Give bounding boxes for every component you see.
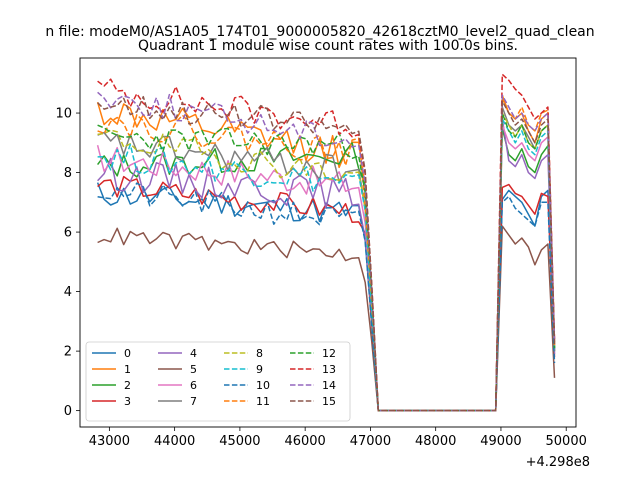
legend-label-2: 2 xyxy=(124,379,131,392)
legend-label-6: 6 xyxy=(190,379,197,392)
legend-label-0: 0 xyxy=(124,347,131,360)
legend-label-10: 10 xyxy=(256,379,270,392)
x-offset-label: +4.298e8 xyxy=(526,455,590,470)
legend-label-13: 13 xyxy=(322,363,336,376)
series-line-12 xyxy=(97,112,556,412)
legend-label-9: 9 xyxy=(256,363,263,376)
legend-label-11: 11 xyxy=(256,395,270,408)
legend-label-15: 15 xyxy=(322,395,336,408)
y-tick-label: 10 xyxy=(55,107,72,122)
legend-label-4: 4 xyxy=(190,347,197,360)
chart-suptitle: n file: modeM0/AS1A05_174T01_9000005820_… xyxy=(45,24,594,40)
x-tick-label: 43000 xyxy=(89,434,130,449)
y-tick-label: 4 xyxy=(64,285,72,300)
x-tick-label: 49000 xyxy=(480,434,521,449)
series-line-15 xyxy=(97,95,556,412)
chart-title: Quadrant 1 module wise count rates with … xyxy=(138,38,518,54)
y-tick-label: 6 xyxy=(64,226,72,241)
legend-label-1: 1 xyxy=(124,363,131,376)
legend-label-3: 3 xyxy=(124,395,131,408)
legend-label-5: 5 xyxy=(190,363,197,376)
y-tick-label: 0 xyxy=(64,404,72,419)
legend-label-7: 7 xyxy=(190,395,197,408)
legend-label-14: 14 xyxy=(322,379,336,392)
x-tick-label: 48000 xyxy=(415,434,456,449)
x-tick-label: 46000 xyxy=(284,434,325,449)
x-tick-label: 45000 xyxy=(219,434,260,449)
legend-box xyxy=(85,341,351,422)
plot-area: 43000 44000 45000 46000 47000 48000 49000 50000… xyxy=(55,57,587,449)
x-tick-label: 47000 xyxy=(350,434,391,449)
y-tick-label: 8 xyxy=(64,166,72,181)
legend-label-8: 8 xyxy=(256,347,263,360)
y-tick-label: 2 xyxy=(64,345,72,360)
x-tick-label: 44000 xyxy=(154,434,195,449)
legend-label-12: 12 xyxy=(322,347,336,360)
x-tick-label: 50000 xyxy=(546,434,587,449)
axes-frame xyxy=(79,57,577,428)
